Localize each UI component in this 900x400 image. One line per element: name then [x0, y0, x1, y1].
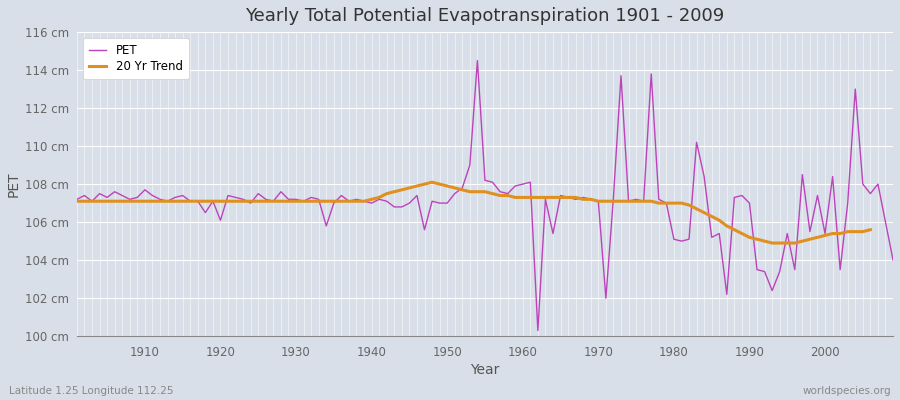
PET	[71, 197, 82, 202]
20 Yr Trend	[71, 199, 82, 204]
Text: worldspecies.org: worldspecies.org	[803, 386, 891, 396]
Title: Yearly Total Potential Evapotranspiration 1901 - 2009: Yearly Total Potential Evapotranspiratio…	[246, 7, 724, 25]
PET	[518, 182, 528, 186]
20 Yr Trend	[608, 199, 619, 204]
PET	[298, 199, 309, 204]
20 Yr Trend	[344, 199, 355, 204]
PET	[533, 328, 544, 333]
PET	[472, 58, 482, 63]
20 Yr Trend	[518, 195, 528, 200]
Text: Latitude 1.25 Longitude 112.25: Latitude 1.25 Longitude 112.25	[9, 386, 174, 396]
Legend: PET, 20 Yr Trend: PET, 20 Yr Trend	[83, 38, 189, 79]
PET	[525, 180, 535, 185]
PET	[623, 199, 634, 204]
PET	[887, 258, 898, 262]
20 Yr Trend	[298, 199, 309, 204]
PET	[132, 195, 143, 200]
20 Yr Trend	[132, 199, 143, 204]
20 Yr Trend	[509, 195, 520, 200]
X-axis label: Year: Year	[471, 363, 500, 377]
Y-axis label: PET: PET	[7, 171, 21, 197]
PET	[344, 199, 355, 204]
Line: PET: PET	[76, 60, 893, 330]
Line: 20 Yr Trend: 20 Yr Trend	[76, 182, 870, 243]
